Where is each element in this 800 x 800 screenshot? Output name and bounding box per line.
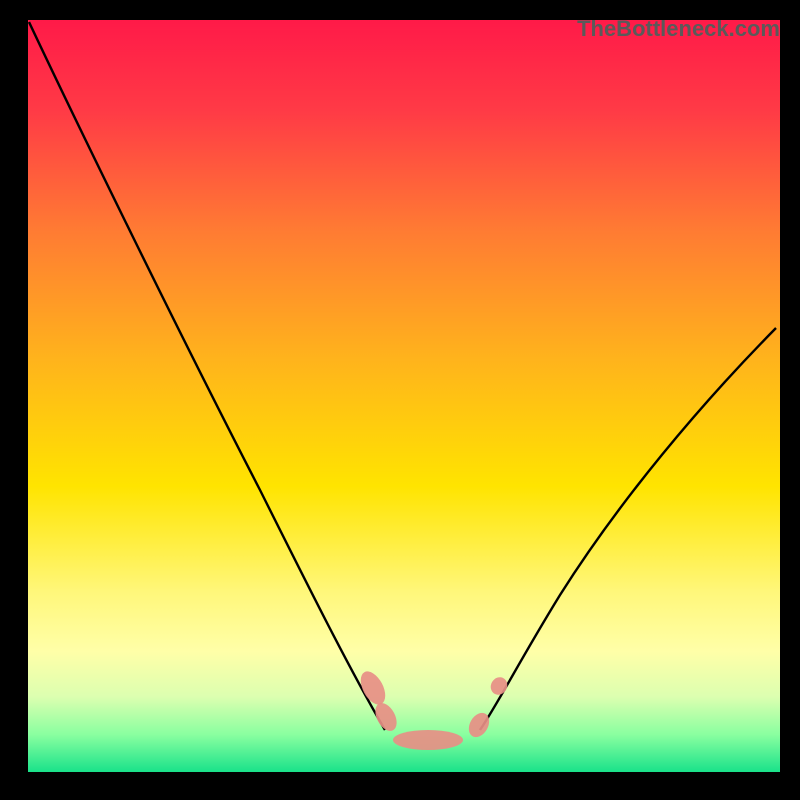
- gradient-background: [28, 20, 780, 772]
- frame-border-bottom: [0, 772, 800, 800]
- frame-border-left: [0, 0, 28, 800]
- frame-border-right: [780, 0, 800, 800]
- watermark-text: TheBottleneck.com: [577, 16, 780, 42]
- plot-area: [28, 20, 780, 772]
- trough-marker: [393, 730, 463, 750]
- chart-svg: [28, 20, 780, 772]
